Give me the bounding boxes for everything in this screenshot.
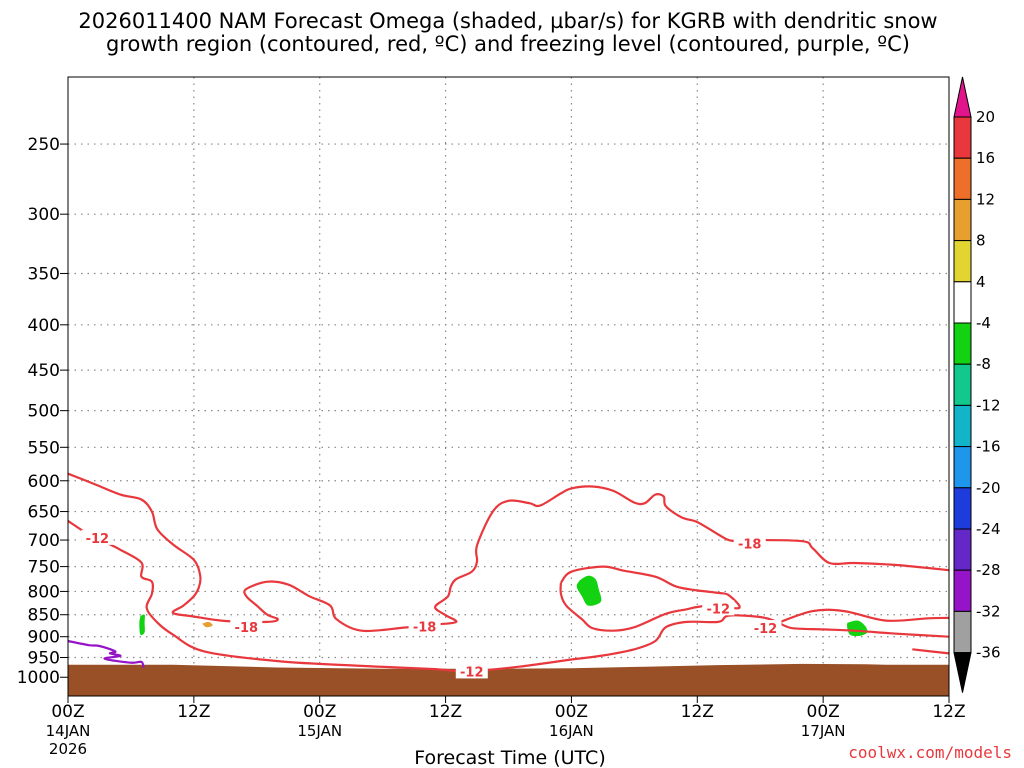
- y-tick-label: 450: [28, 361, 60, 381]
- colorbar-segment: [953, 446, 972, 489]
- contour-label: -12: [460, 665, 484, 680]
- x-tick-time: 12Z: [429, 702, 462, 722]
- colorbar-label: -28: [976, 561, 1001, 579]
- y-tick-label: 800: [28, 582, 60, 602]
- plot-area: -12 -18 -18 -12 -18 -12 -12: [67, 76, 950, 697]
- contour-label: -18: [413, 620, 437, 635]
- x-axis-label: Forecast Time (UTC): [414, 747, 605, 768]
- omega-patch-17jan: [847, 620, 868, 637]
- y-axis-ticks: 2503003504004505005506006507007508008509…: [17, 135, 68, 688]
- x-tick-year: 2026: [49, 740, 87, 758]
- x-tick-time: 00Z: [807, 702, 840, 722]
- grid-lines: [68, 77, 949, 696]
- x-tick-time: 00Z: [303, 702, 336, 722]
- contour-labels: -12 -18 -18 -12 -18 -12 -12: [81, 529, 782, 680]
- contour-label-bg: [408, 618, 441, 634]
- colorbar-segment: [953, 528, 972, 571]
- y-tick-label: 250: [28, 135, 60, 155]
- colorbar-segment: [953, 281, 972, 324]
- chart-title-line-2: growth region (contoured, red, ºC) and f…: [106, 32, 910, 56]
- terrain: [68, 663, 949, 696]
- colorbar-segment: [953, 157, 972, 200]
- x-tick-date: 16JAN: [549, 722, 594, 740]
- y-tick-label: 750: [28, 558, 60, 578]
- x-tick-time: 12Z: [177, 702, 210, 722]
- y-tick-label: 500: [28, 402, 60, 422]
- dgz-contour-lower: [67, 519, 950, 673]
- colorbar-segment: [953, 487, 972, 530]
- contour-label-bg: [702, 600, 735, 616]
- colorbar-label: -24: [976, 520, 1001, 538]
- y-tick-label: 400: [28, 316, 60, 336]
- y-tick-label: 650: [28, 503, 60, 523]
- colorbar-segment: [953, 610, 972, 654]
- x-tick-time: 00Z: [555, 702, 588, 722]
- colorbar-segment: [953, 569, 972, 612]
- colorbar-segment: [953, 404, 972, 448]
- dgz-contour-right-small: [912, 648, 950, 655]
- chart-title-line-1: 2026011400 NAM Forecast Omega (shaded, µ…: [78, 9, 937, 33]
- colorbar-label: 4: [976, 273, 986, 291]
- colorbar-segment: [953, 240, 972, 283]
- x-tick-date: 14JAN: [46, 722, 91, 740]
- dgz-contours: [67, 472, 950, 673]
- y-tick-label: 850: [28, 606, 60, 626]
- colorbar-label: -16: [976, 438, 1001, 456]
- y-tick-label: 900: [28, 628, 60, 648]
- colorbar-label: -8: [976, 355, 991, 373]
- contour-label-bg: [230, 618, 263, 634]
- colorbar-label: -32: [976, 602, 1001, 620]
- omega-patch-14jan: [139, 614, 145, 636]
- terrain-surface: [68, 663, 949, 696]
- x-tick-date: 15JAN: [297, 722, 342, 740]
- colorbar-segment: [953, 363, 972, 406]
- colorbar-label: 12: [976, 190, 995, 208]
- y-tick-label: 600: [28, 472, 60, 492]
- contour-label: -18: [738, 537, 762, 552]
- y-tick-label: 700: [28, 531, 60, 551]
- plot-frame: [67, 76, 950, 697]
- colorbar-label: -12: [976, 396, 1001, 414]
- colorbar-label: 16: [976, 149, 995, 167]
- contour-label: -12: [86, 532, 110, 547]
- colorbar-segment: [953, 198, 972, 242]
- x-tick-time: 12Z: [932, 702, 965, 722]
- y-tick-label: 1000: [17, 668, 60, 688]
- x-tick-time: 00Z: [51, 702, 84, 722]
- credit-text: coolwx.com/models: [848, 743, 1012, 762]
- colorbar-label: 8: [976, 232, 986, 250]
- omega-patch-16jan: [576, 575, 602, 606]
- colorbar-segment: [953, 322, 972, 365]
- contour-label-bg: [733, 535, 766, 551]
- y-tick-label: 550: [28, 438, 60, 458]
- contour-label: -12: [754, 622, 778, 637]
- contour-label: -18: [235, 621, 259, 636]
- freezing-level-contour: [67, 639, 145, 668]
- x-tick-time: 12Z: [681, 702, 714, 722]
- contour-label-bg: [81, 529, 114, 545]
- colorbar-max-triangle: [953, 76, 972, 118]
- colorbar-segment: [953, 116, 972, 159]
- dgz-contour-upper-left: [67, 472, 950, 633]
- colorbar-label: -36: [976, 644, 1001, 662]
- contour-label-bg: [749, 620, 782, 636]
- colorbar-label: -4: [976, 314, 991, 332]
- y-tick-label: 350: [28, 264, 60, 284]
- colorbar-label: 20: [976, 108, 995, 126]
- y-tick-label: 300: [28, 205, 60, 225]
- y-tick-label: 950: [28, 649, 60, 669]
- colorbar-min-triangle: [953, 652, 972, 693]
- colorbar: 20 16 12 8 4 -4 -8 -12 -16 -20 -24 -28 -32 -36: [953, 76, 1001, 693]
- colorbar-label: -20: [976, 479, 1001, 497]
- contour-label: -12: [707, 602, 731, 617]
- omega-patch-small-orange: [202, 621, 213, 628]
- dgz-contour-right-bump: [776, 608, 950, 625]
- x-tick-date: 17JAN: [801, 722, 846, 740]
- contour-label-bg: [455, 663, 488, 679]
